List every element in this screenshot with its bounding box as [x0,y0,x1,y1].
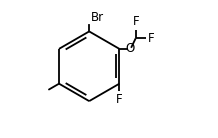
Text: Br: Br [91,11,104,24]
Text: F: F [133,15,139,28]
Text: F: F [116,93,123,106]
Text: O: O [125,42,134,55]
Text: F: F [148,32,155,45]
